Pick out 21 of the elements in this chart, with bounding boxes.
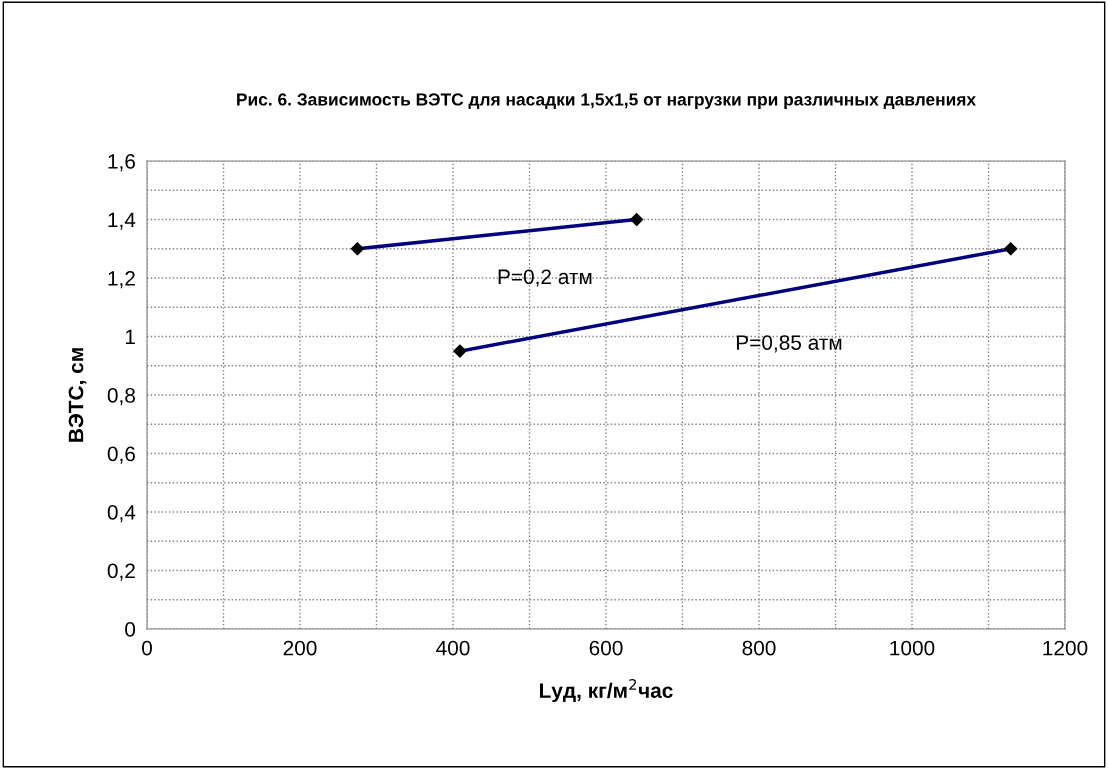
y-tick-label: 1,6	[108, 154, 135, 172]
series-label: P=0,2 атм	[498, 269, 592, 287]
y-tick-label: 1,2	[108, 271, 135, 289]
x-tick-label: 200	[283, 640, 317, 656]
y-tick-label: 0	[125, 622, 136, 637]
x-tick-label: 1000	[890, 640, 935, 656]
x-tick-label: 600	[589, 640, 623, 656]
y-tick-label: 0,6	[107, 446, 135, 464]
x-axis-title: Lуд, кг/м$^{2}$час	[540, 678, 673, 703]
x-tick-label: 800	[742, 640, 776, 656]
x-tick-label: 0	[142, 640, 152, 656]
series-label: P=0,85 атм	[736, 335, 842, 353]
y-tick-label: 0,8	[107, 388, 135, 406]
y-tick-label: 0,2	[107, 563, 135, 581]
y-tick-label: 1,4	[108, 212, 136, 230]
y-axis-title: ВЭТС, см	[68, 348, 87, 442]
y-tick-label: 0,4	[107, 505, 136, 523]
y-tick-label: 1	[125, 329, 135, 345]
x-tick-label: 400	[436, 640, 470, 656]
chart-title: Рис. 6. Зависимость ВЭТС для насадки 1,5х1,5 от нагрузки при различных давлениях	[237, 93, 976, 110]
x-tick-label: 1200	[1043, 640, 1088, 656]
